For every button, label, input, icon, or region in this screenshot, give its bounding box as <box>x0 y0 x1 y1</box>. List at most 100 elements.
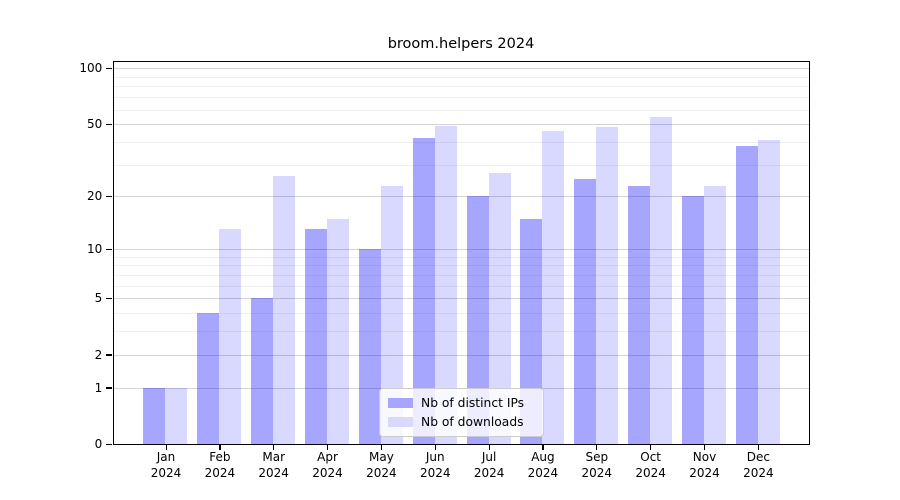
bar-distinct-ips <box>574 178 597 445</box>
x-tick-label-year: 2024 <box>204 465 236 480</box>
y-tick-label: 10 <box>87 242 103 257</box>
x-tick-label: Feb 2024 <box>188 450 252 481</box>
y-tick-label: 2 <box>94 347 103 362</box>
x-tick-label-month: May <box>368 450 394 465</box>
y-tick-label: 5 <box>94 291 103 306</box>
x-tick-label-month: Nov <box>692 450 717 465</box>
y-tick-mark <box>106 67 113 70</box>
gridline-major <box>113 68 809 70</box>
x-tick-label-month: Oct <box>640 450 662 465</box>
x-tick-label: Jul 2024 <box>457 450 521 481</box>
x-tick-label-month: Sep <box>585 450 609 465</box>
x-tick-label-month: Aug <box>531 450 555 465</box>
bar-distinct-ips <box>358 249 381 445</box>
x-tick-label-month: Jul <box>481 450 497 465</box>
x-tick-label-year: 2024 <box>366 465 397 480</box>
x-tick-label: Nov 2024 <box>673 450 737 481</box>
bar-distinct-ips <box>735 145 758 445</box>
gridline-minor <box>113 97 809 99</box>
bar-downloads <box>273 175 296 445</box>
x-tick-label: Aug 2024 <box>511 450 575 481</box>
gridline-minor <box>113 141 809 143</box>
x-tick-mark <box>488 444 490 451</box>
y-tick-mark <box>106 195 113 198</box>
bar-distinct-ips <box>628 185 651 445</box>
y-tick-label: 50 <box>87 117 103 132</box>
y-tick-label: 100 <box>79 61 103 76</box>
x-tick-label: Jun 2024 <box>403 450 467 481</box>
gridline-minor <box>113 274 809 276</box>
gridline-major <box>113 354 809 356</box>
bar-distinct-ips <box>251 298 274 445</box>
gridline-minor <box>113 331 809 333</box>
chart-title: broom.helpers 2024 <box>387 36 535 52</box>
x-tick-label-year: 2024 <box>527 465 559 480</box>
x-tick-label-month: Apr <box>317 450 338 465</box>
bar-downloads <box>327 218 350 445</box>
x-tick-label-year: 2024 <box>258 465 289 480</box>
gridline-minor <box>113 109 809 111</box>
bar-downloads <box>165 387 188 445</box>
x-tick-label-month: Feb <box>209 450 231 465</box>
gridline-major <box>113 298 809 300</box>
bar-downloads <box>650 116 673 445</box>
gridline-major <box>113 249 809 251</box>
legend-item-downloads: Nb of downloads <box>388 415 535 429</box>
x-tick-label-month: Dec <box>746 450 770 465</box>
bar-downloads <box>757 139 780 445</box>
legend-label-downloads: Nb of downloads <box>421 415 524 430</box>
x-tick-label-year: 2024 <box>473 465 505 480</box>
legend-swatch-downloads <box>388 417 413 428</box>
x-tick-label-year: 2024 <box>581 465 613 480</box>
y-tick-mark <box>106 297 113 300</box>
bar-distinct-ips <box>412 138 435 445</box>
bar-distinct-ips <box>466 196 489 445</box>
bar-distinct-ips <box>143 387 166 445</box>
x-tick-label: Mar 2024 <box>242 450 306 481</box>
bar-downloads <box>703 185 726 445</box>
legend-item-distinct-ips: Nb of distinct IPs <box>388 396 535 410</box>
x-tick-mark <box>434 444 436 451</box>
bar-distinct-ips <box>520 218 543 445</box>
x-tick-label: Sep 2024 <box>565 450 629 481</box>
x-tick-label-year: 2024 <box>419 465 451 480</box>
x-tick-label-month: Jun <box>425 450 445 465</box>
gridline-minor <box>113 86 809 88</box>
gridline-minor <box>113 265 809 267</box>
bar-downloads <box>434 125 457 445</box>
gridline-minor <box>113 76 809 78</box>
gridline-minor <box>113 256 809 258</box>
x-tick-mark <box>327 444 329 451</box>
gridline-minor <box>113 164 809 166</box>
x-tick-label-month: Jan <box>156 450 176 465</box>
x-tick-label-year: 2024 <box>743 465 774 480</box>
y-tick-label: 1 <box>94 380 103 395</box>
gridline-major <box>113 124 809 126</box>
bar-distinct-ips <box>197 313 220 445</box>
plot-area <box>112 60 810 446</box>
x-tick-mark <box>219 444 221 451</box>
x-tick-label: Apr 2024 <box>296 450 360 481</box>
gridline-minor <box>113 285 809 287</box>
y-tick-mark <box>106 443 113 445</box>
x-tick-mark <box>273 444 275 451</box>
y-tick-mark <box>106 248 113 250</box>
x-tick-mark <box>165 444 167 451</box>
x-tick-mark <box>650 444 652 451</box>
x-tick-label-year: 2024 <box>312 465 343 480</box>
x-tick-label-month: Mar <box>262 450 285 465</box>
x-tick-label: May 2024 <box>349 450 413 481</box>
y-tick-mark <box>106 387 113 389</box>
x-tick-mark <box>704 444 706 451</box>
bar-downloads <box>219 229 242 445</box>
legend: Nb of distinct IPs Nb of downloads <box>379 388 544 437</box>
y-tick-mark <box>106 123 113 125</box>
bar-downloads <box>488 172 511 445</box>
x-tick-label: Jan 2024 <box>134 450 198 481</box>
bar-downloads <box>596 127 619 445</box>
bar-distinct-ips <box>681 196 704 445</box>
x-tick-mark <box>596 444 598 451</box>
legend-swatch-distinct-ips <box>388 397 413 408</box>
y-tick-label: 0 <box>94 437 103 452</box>
x-tick-label-year: 2024 <box>689 465 720 480</box>
